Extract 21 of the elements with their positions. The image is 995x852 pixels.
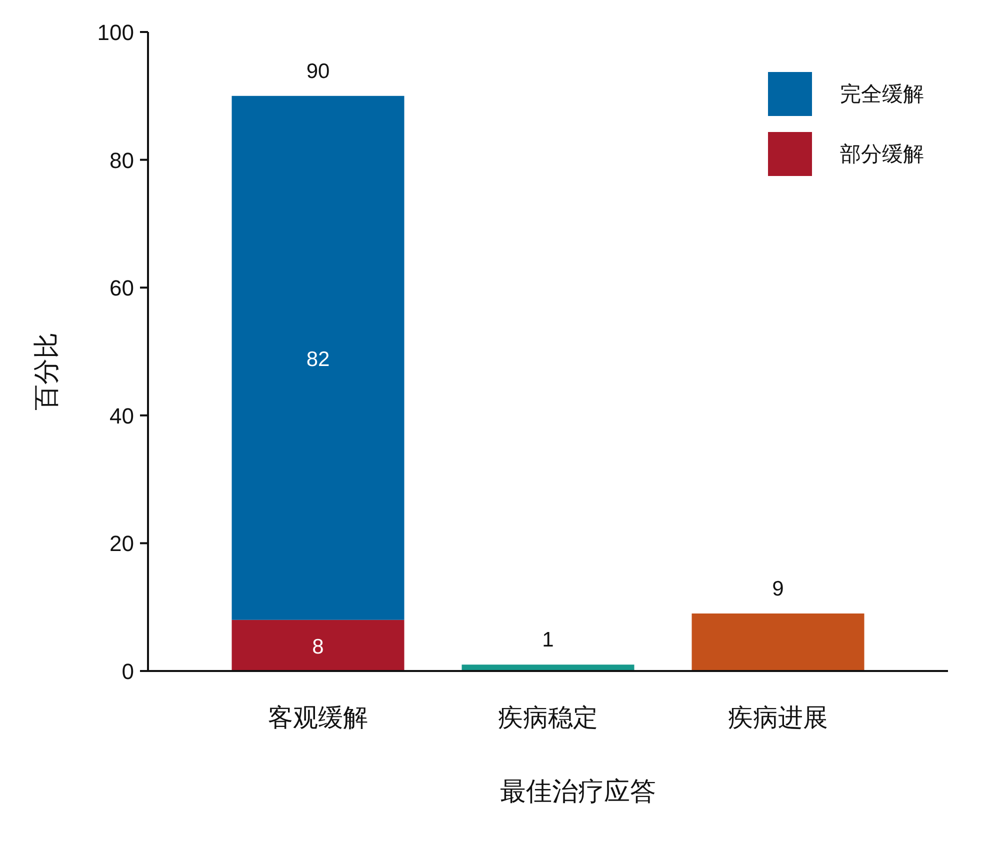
data-label: 9 [772, 577, 784, 600]
y-tick-label: 0 [122, 659, 134, 684]
data-label: 8 [312, 635, 324, 658]
bar [692, 613, 864, 671]
x-tick-label: 疾病进展 [728, 704, 828, 732]
y-tick-label: 100 [97, 20, 134, 45]
x-axis-title: 最佳治疗应答 [500, 776, 656, 806]
y-tick-label: 80 [110, 148, 134, 173]
legend-label: 部分缓解 [840, 143, 924, 166]
data-label: 82 [306, 348, 330, 371]
bar [232, 96, 404, 620]
x-tick-label: 疾病稳定 [498, 704, 598, 732]
bar [232, 620, 404, 671]
y-axis-title: 百分比 [31, 332, 61, 410]
y-tick-label: 20 [110, 531, 134, 556]
x-tick-label: 客观缓解 [268, 704, 368, 732]
legend-label: 完全缓解 [840, 83, 924, 106]
y-tick-label: 60 [110, 276, 134, 301]
y-tick-label: 40 [110, 403, 134, 428]
total-label: 90 [306, 60, 330, 83]
data-label: 1 [542, 628, 554, 652]
